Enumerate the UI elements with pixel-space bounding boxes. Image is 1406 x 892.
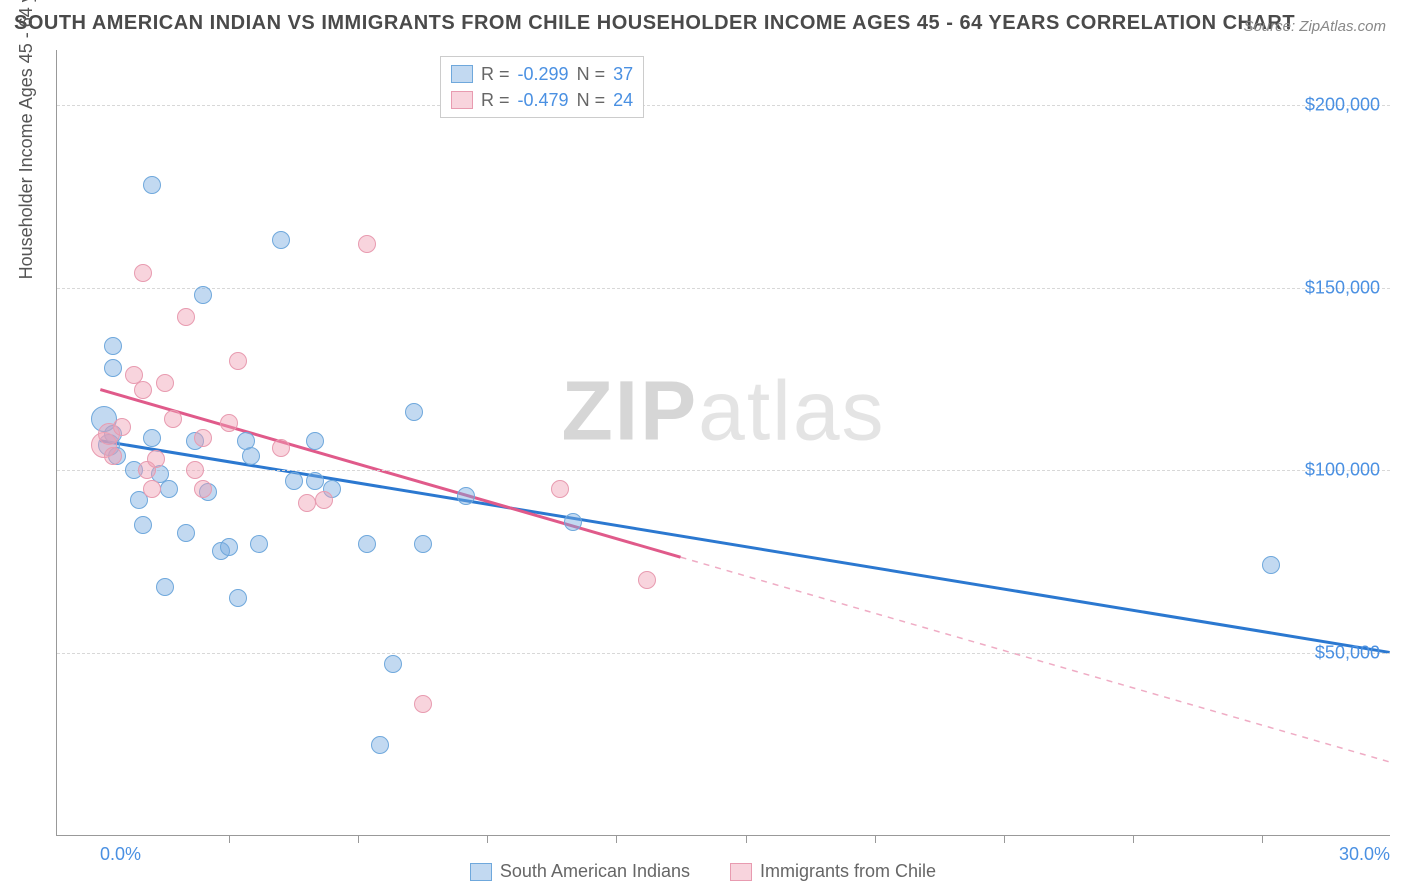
scatter-point <box>134 516 152 534</box>
legend-label-1: Immigrants from Chile <box>760 861 936 882</box>
chart-title: SOUTH AMERICAN INDIAN VS IMMIGRANTS FROM… <box>14 12 1295 35</box>
n-label-1: N = <box>577 90 606 111</box>
x-tick <box>875 835 876 843</box>
legend-bottom: South American Indians Immigrants from C… <box>0 861 1406 882</box>
x-tick <box>487 835 488 843</box>
plot-area: ZIPatlas $50,000 $100,000 $150,000 $200,000… <box>56 50 1390 836</box>
swatch-bottom-1 <box>730 863 752 881</box>
scatter-point <box>638 571 656 589</box>
scatter-point <box>177 524 195 542</box>
r-label-0: R = <box>481 64 510 85</box>
scatter-point <box>414 695 432 713</box>
watermark-bold: ZIP <box>561 364 698 458</box>
scatter-point <box>177 308 195 326</box>
n-value-0: 37 <box>613 64 633 85</box>
scatter-point <box>414 535 432 553</box>
scatter-point <box>358 235 376 253</box>
scatter-point <box>147 450 165 468</box>
scatter-point <box>194 480 212 498</box>
gridline-h <box>57 105 1390 106</box>
scatter-point <box>358 535 376 553</box>
watermark-light: atlas <box>698 364 885 458</box>
r-label-1: R = <box>481 90 510 111</box>
y-tick-label: $100,000 <box>1305 460 1380 481</box>
x-tick <box>1133 835 1134 843</box>
y-tick-label: $50,000 <box>1315 643 1380 664</box>
scatter-point <box>104 337 122 355</box>
scatter-point <box>104 447 122 465</box>
scatter-point <box>306 472 324 490</box>
y-tick-label: $200,000 <box>1305 94 1380 115</box>
n-label-0: N = <box>577 64 606 85</box>
legend-item-series-0: South American Indians <box>470 861 690 882</box>
scatter-point <box>220 414 238 432</box>
swatch-series-1 <box>451 91 473 109</box>
x-tick <box>616 835 617 843</box>
scatter-point <box>104 359 122 377</box>
scatter-point <box>164 410 182 428</box>
x-tick <box>1004 835 1005 843</box>
scatter-point <box>551 480 569 498</box>
scatter-point <box>272 439 290 457</box>
r-value-1: -0.479 <box>518 90 569 111</box>
scatter-point <box>306 432 324 450</box>
legend-label-0: South American Indians <box>500 861 690 882</box>
scatter-point <box>194 286 212 304</box>
scatter-point <box>134 381 152 399</box>
n-value-1: 24 <box>613 90 633 111</box>
scatter-point <box>229 352 247 370</box>
scatter-point <box>186 461 204 479</box>
scatter-point <box>156 578 174 596</box>
swatch-bottom-0 <box>470 863 492 881</box>
scatter-point <box>143 176 161 194</box>
legend-row-series-1: R = -0.479 N = 24 <box>451 87 633 113</box>
gridline-h <box>57 288 1390 289</box>
scatter-point <box>1262 556 1280 574</box>
scatter-point <box>405 403 423 421</box>
x-tick <box>746 835 747 843</box>
scatter-point <box>220 538 238 556</box>
scatter-point <box>160 480 178 498</box>
watermark: ZIPatlas <box>561 363 885 460</box>
swatch-series-0 <box>451 65 473 83</box>
chart-container: SOUTH AMERICAN INDIAN VS IMMIGRANTS FROM… <box>0 0 1406 892</box>
x-tick <box>1262 835 1263 843</box>
scatter-point <box>315 491 333 509</box>
scatter-point <box>242 447 260 465</box>
r-value-0: -0.299 <box>518 64 569 85</box>
gridline-h <box>57 653 1390 654</box>
scatter-point <box>250 535 268 553</box>
scatter-point <box>384 655 402 673</box>
scatter-point <box>272 231 290 249</box>
gridline-h <box>57 470 1390 471</box>
scatter-point <box>298 494 316 512</box>
scatter-point <box>143 480 161 498</box>
scatter-point <box>156 374 174 392</box>
trend-lines-svg <box>57 50 1390 835</box>
scatter-point <box>229 589 247 607</box>
legend-correlation-box: R = -0.299 N = 37 R = -0.479 N = 24 <box>440 56 644 118</box>
scatter-point <box>113 418 131 436</box>
scatter-point <box>285 472 303 490</box>
legend-row-series-0: R = -0.299 N = 37 <box>451 61 633 87</box>
legend-item-series-1: Immigrants from Chile <box>730 861 936 882</box>
y-axis-title: Householder Income Ages 45 - 64 years <box>16 0 37 279</box>
x-tick <box>229 835 230 843</box>
x-tick <box>358 835 359 843</box>
y-tick-label: $150,000 <box>1305 277 1380 298</box>
scatter-point <box>457 487 475 505</box>
scatter-point <box>371 736 389 754</box>
scatter-point <box>134 264 152 282</box>
scatter-point <box>564 513 582 531</box>
source-label: Source: ZipAtlas.com <box>1243 18 1386 35</box>
scatter-point <box>143 429 161 447</box>
scatter-point <box>194 429 212 447</box>
